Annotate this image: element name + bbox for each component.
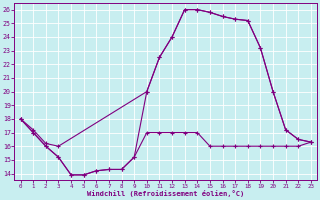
X-axis label: Windchill (Refroidissement éolien,°C): Windchill (Refroidissement éolien,°C) [87, 190, 244, 197]
